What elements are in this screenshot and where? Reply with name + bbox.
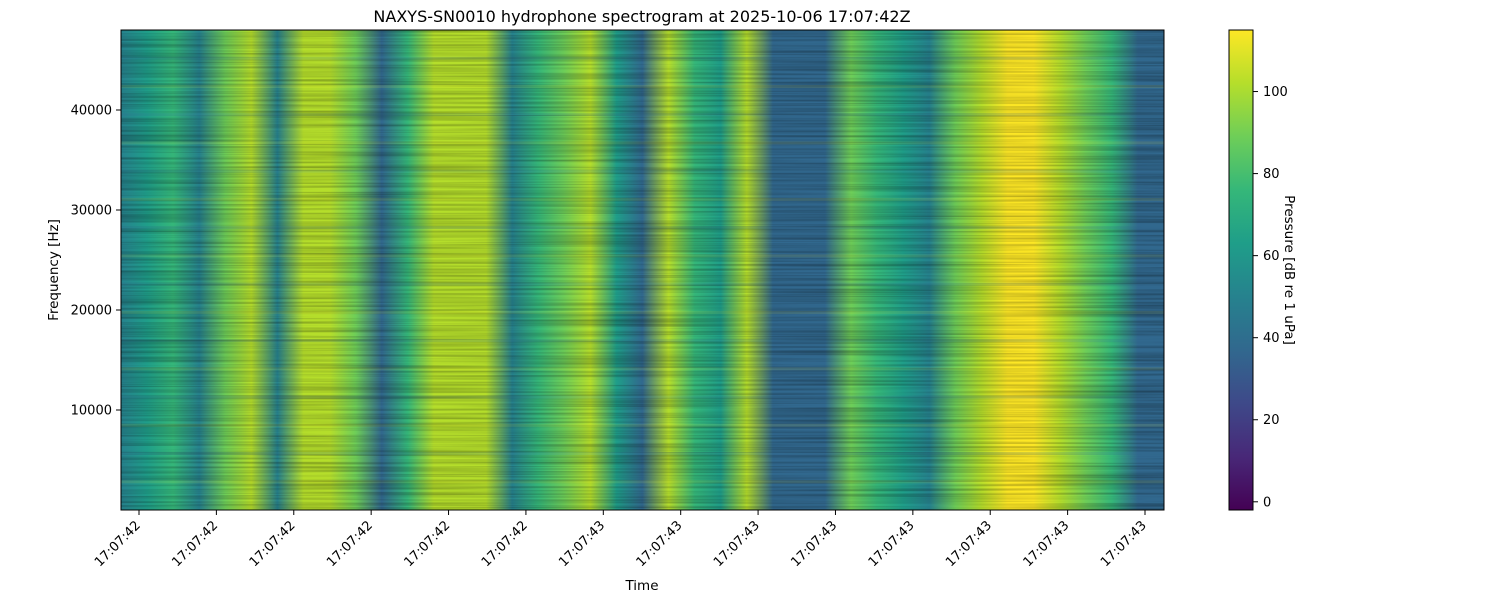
plot-frame — [120, 29, 1165, 511]
x-axis-label: Time — [624, 578, 658, 594]
colorbar-label: Pressure [dB re 1 uPa] — [1281, 195, 1297, 345]
x-tick-label: 17:07:43 — [634, 518, 686, 570]
y-axis-label: Frequency [Hz] — [46, 219, 62, 321]
y-axis: 10000 20000 30000 40000 — [71, 104, 121, 419]
x-tick-label: 17:07:42 — [401, 518, 453, 570]
colorbar-tick-label: 80 — [1263, 167, 1280, 182]
x-tick-label: 17:07:43 — [556, 518, 608, 570]
x-tick-label: 17:07:42 — [247, 518, 299, 570]
x-axis: 17:07:42 17:07:42 17:07:42 17:07:42 17:07:42… — [92, 510, 1150, 570]
plot-area — [121, 30, 1164, 510]
x-tick-label: 17:07:43 — [1021, 518, 1073, 570]
x-tick-label: 17:07:42 — [92, 518, 144, 570]
colorbar-tick-label: 60 — [1263, 249, 1280, 264]
x-tick-label: 17:07:43 — [788, 518, 840, 570]
noise-texture — [121, 30, 1164, 510]
y-tick-label: 40000 — [71, 104, 112, 119]
colorbar-axis: 0 20 40 60 80 100 — [1253, 85, 1288, 510]
colorbar-tick-label: 100 — [1263, 85, 1288, 100]
colorbar-fill — [1229, 30, 1253, 510]
colorbar-tick-label: 0 — [1263, 495, 1271, 510]
x-tick-label: 17:07:42 — [479, 518, 531, 570]
x-tick-label: 17:07:43 — [866, 518, 918, 570]
x-tick-label: 17:07:42 — [169, 518, 221, 570]
x-tick-label: 17:07:43 — [943, 518, 995, 570]
y-tick-label: 30000 — [71, 204, 112, 219]
y-tick-label: 10000 — [71, 404, 112, 419]
colorbar-tick-label: 20 — [1263, 413, 1280, 428]
colorbar: 0 20 40 60 80 100 Pressure [dB re 1 uPa] — [1228, 29, 1297, 511]
y-tick-label: 20000 — [71, 304, 112, 319]
colorbar-tick-label: 40 — [1263, 331, 1280, 346]
colorbar-frame — [1228, 29, 1254, 511]
x-tick-label: 17:07:43 — [1098, 518, 1150, 570]
x-tick-label: 17:07:42 — [324, 518, 376, 570]
chart-title: NAXYS-SN0010 hydrophone spectrogram at 2… — [373, 7, 910, 26]
x-tick-label: 17:07:43 — [711, 518, 763, 570]
